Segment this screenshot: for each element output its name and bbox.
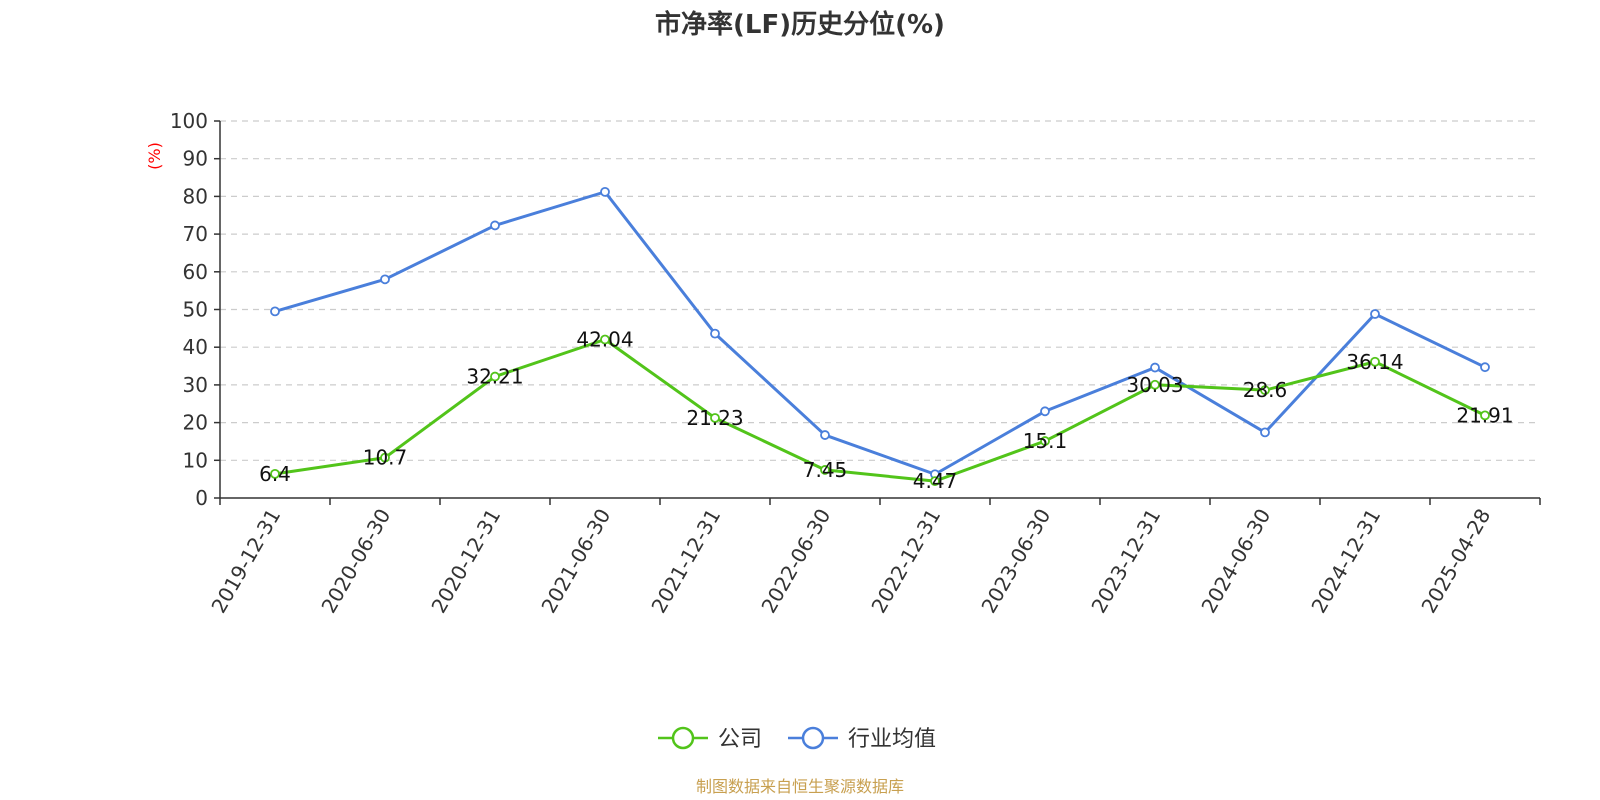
data-point-industry [1150, 362, 1160, 373]
legend-item-company[interactable]: 公司 [658, 726, 762, 752]
series-line-company [274, 338, 1486, 483]
y-tick-label: 60 [183, 260, 208, 284]
y-tick-label: 80 [183, 184, 208, 208]
y-tick-label: 50 [183, 298, 208, 322]
data-label-company: 10.7 [363, 446, 408, 470]
y-tick-label: 70 [183, 222, 208, 246]
data-point-company [380, 452, 390, 463]
axes: 0 10 20 30 40 50 60 70 80 90 100 2019-12-31 2020-06-… [170, 109, 1541, 618]
y-tick-label: 30 [183, 373, 208, 397]
data-label-company: 15.1 [1023, 429, 1068, 453]
series-lines [270, 186, 1490, 487]
x-tick-label: 2020-06-30 [316, 505, 395, 618]
data-point-industry [270, 306, 280, 317]
data-point-company [490, 371, 500, 382]
data-point-industry [1260, 427, 1270, 438]
x-tick-label: 2021-12-31 [646, 505, 725, 618]
y-tick-label: 10 [183, 448, 208, 472]
x-tick-label: 2023-12-31 [1086, 505, 1165, 618]
data-point-industry [820, 430, 830, 440]
data-label-company: 21.23 [686, 406, 743, 430]
data-point-company [820, 465, 830, 475]
data-label-company: 30.03 [1126, 373, 1183, 397]
data-point-industry [600, 186, 610, 197]
data-point-company [710, 413, 720, 423]
data-point-company [930, 476, 940, 487]
legend-industry-marker [801, 726, 825, 750]
data-label-company: 4.47 [913, 469, 958, 493]
y-tick-label: 100 [170, 109, 208, 133]
y-tick-label: 40 [183, 335, 208, 359]
data-point-company [1260, 385, 1270, 396]
data-point-company [1040, 436, 1050, 446]
data-point-industry [1480, 362, 1490, 373]
data-label-company: 6.4 [259, 462, 291, 486]
legend-company-label: 公司 [718, 727, 762, 752]
data-point-industry [1040, 406, 1050, 417]
x-tick-label: 2022-06-30 [756, 505, 835, 618]
y-tick-label: 0 [195, 486, 208, 510]
x-tick-label: 2025-04-28 [1416, 505, 1495, 618]
data-point-company [600, 334, 610, 345]
legend[interactable]: 公司 行业均值 [658, 726, 936, 752]
data-point-industry [1370, 309, 1380, 319]
x-tick-label: 2021-06-30 [536, 505, 615, 618]
data-label-company: 21.91 [1456, 403, 1513, 427]
data-label-company: 32.21 [466, 365, 523, 389]
x-tick-label: 2023-06-30 [976, 505, 1055, 618]
x-tick-label: 2019-12-31 [206, 505, 285, 618]
data-label-company: 7.45 [803, 458, 848, 482]
data-label-company: 36.14 [1346, 350, 1403, 374]
x-tick-label: 2024-12-31 [1306, 505, 1385, 618]
data-point-industry [710, 328, 720, 339]
legend-company-marker [671, 726, 695, 750]
data-label-company: 42.04 [576, 328, 633, 352]
series-line-industry [274, 190, 1486, 476]
data-point-company [1150, 379, 1160, 390]
y-tick-label: 90 [183, 147, 208, 171]
data-label-company: 28.6 [1243, 378, 1288, 402]
y-axis-unit-label: (%) [145, 142, 164, 170]
legend-industry-label: 行业均值 [848, 727, 936, 752]
data-point-company [1370, 356, 1380, 367]
y-tick-label: 20 [183, 411, 208, 435]
grid-lines [220, 120, 1540, 461]
data-point-industry [380, 274, 390, 285]
data-labels: 6.4 10.7 32.21 42.04 21.23 7.45 4.47 15.1 30.03 2… [259, 328, 1514, 494]
data-point-company [270, 468, 280, 479]
legend-item-industry[interactable]: 行业均值 [788, 726, 936, 752]
x-tick-label: 2022-12-31 [866, 505, 945, 618]
chart-title: 市净率(LF)历史分位(%) [655, 9, 945, 40]
data-point-company [1480, 410, 1490, 421]
data-point-industry [490, 220, 500, 231]
x-tick-label: 2024-06-30 [1196, 505, 1275, 618]
x-tick-label: 2020-12-31 [426, 505, 505, 618]
source-note: 制图数据来自恒生聚源数据库 [696, 777, 904, 796]
